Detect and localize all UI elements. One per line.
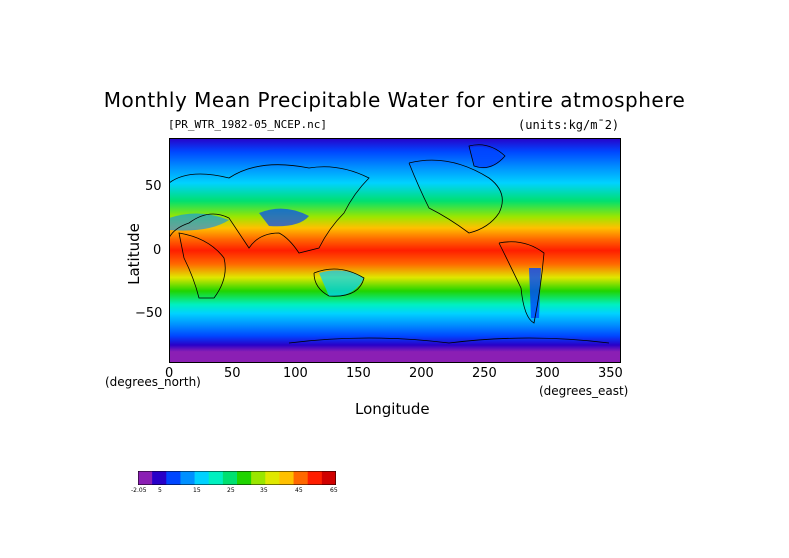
colorbar-swatch: [307, 471, 323, 485]
colorbar-swatch: [293, 471, 309, 485]
colorbar-label: 65: [330, 487, 338, 494]
colorbar: [138, 471, 336, 485]
greenland-region: [469, 146, 504, 169]
australia-region: [319, 270, 364, 297]
x-tick-label: 250: [472, 366, 497, 381]
x-axis-label: Longitude: [355, 400, 430, 418]
colorbar-swatch: [321, 471, 336, 485]
x-tick-label: 150: [346, 366, 371, 381]
y-axis-label: Latitude: [124, 223, 143, 285]
sahara-dry-region: [169, 213, 229, 231]
colorbar-label: 45: [295, 487, 303, 494]
colorbar-frame: [138, 471, 336, 485]
colorbar-swatch: [152, 471, 167, 485]
y-tick-label: 0: [153, 243, 162, 258]
precipitable-water-map: [169, 138, 621, 363]
colorbar-label: 5: [158, 487, 162, 494]
colorbar-swatch: [208, 471, 224, 485]
x-tick-label: 350: [598, 366, 623, 381]
colorbar-swatch: [138, 471, 153, 485]
colorbar-label: 15: [193, 487, 201, 494]
colorbar-swatch: [251, 471, 266, 485]
map-title: Monthly Mean Precipitable Water for enti…: [103, 88, 686, 112]
dataset-filename: [PR_WTR_1982-05_NCEP.nc]: [168, 118, 327, 131]
colorbar-label: 25: [227, 487, 235, 494]
colorbar-swatch: [194, 471, 210, 485]
colorbar-swatch: [237, 471, 252, 485]
field-background: [169, 138, 621, 363]
x-tick-label: 300: [535, 366, 560, 381]
y-tick-label: 50: [145, 179, 162, 194]
x-tick-label: 100: [283, 366, 308, 381]
colorbar-swatch: [166, 471, 181, 485]
map-frame: [169, 138, 621, 363]
colorbar-label: 35: [260, 487, 268, 494]
x-tick-label: 200: [409, 366, 434, 381]
coastlines: [169, 144, 610, 344]
units-label: (units:kg/m¯2): [518, 118, 620, 132]
andes-dry-region: [529, 268, 541, 318]
colorbar-swatch: [279, 471, 295, 485]
y-tick-label: −50: [135, 306, 163, 321]
colorbar-swatch: [222, 471, 238, 485]
x-tick-label: 0: [165, 366, 174, 381]
colorbar-label: -2.05: [131, 487, 147, 494]
colorbar-swatch: [180, 471, 196, 485]
x-axis-unit: (degrees_east): [539, 384, 629, 398]
colorbar-swatch: [265, 471, 280, 485]
x-tick-label: 50: [224, 366, 241, 381]
y-axis-unit: (degrees_north): [105, 375, 201, 389]
tibet-dry-region: [259, 208, 309, 227]
